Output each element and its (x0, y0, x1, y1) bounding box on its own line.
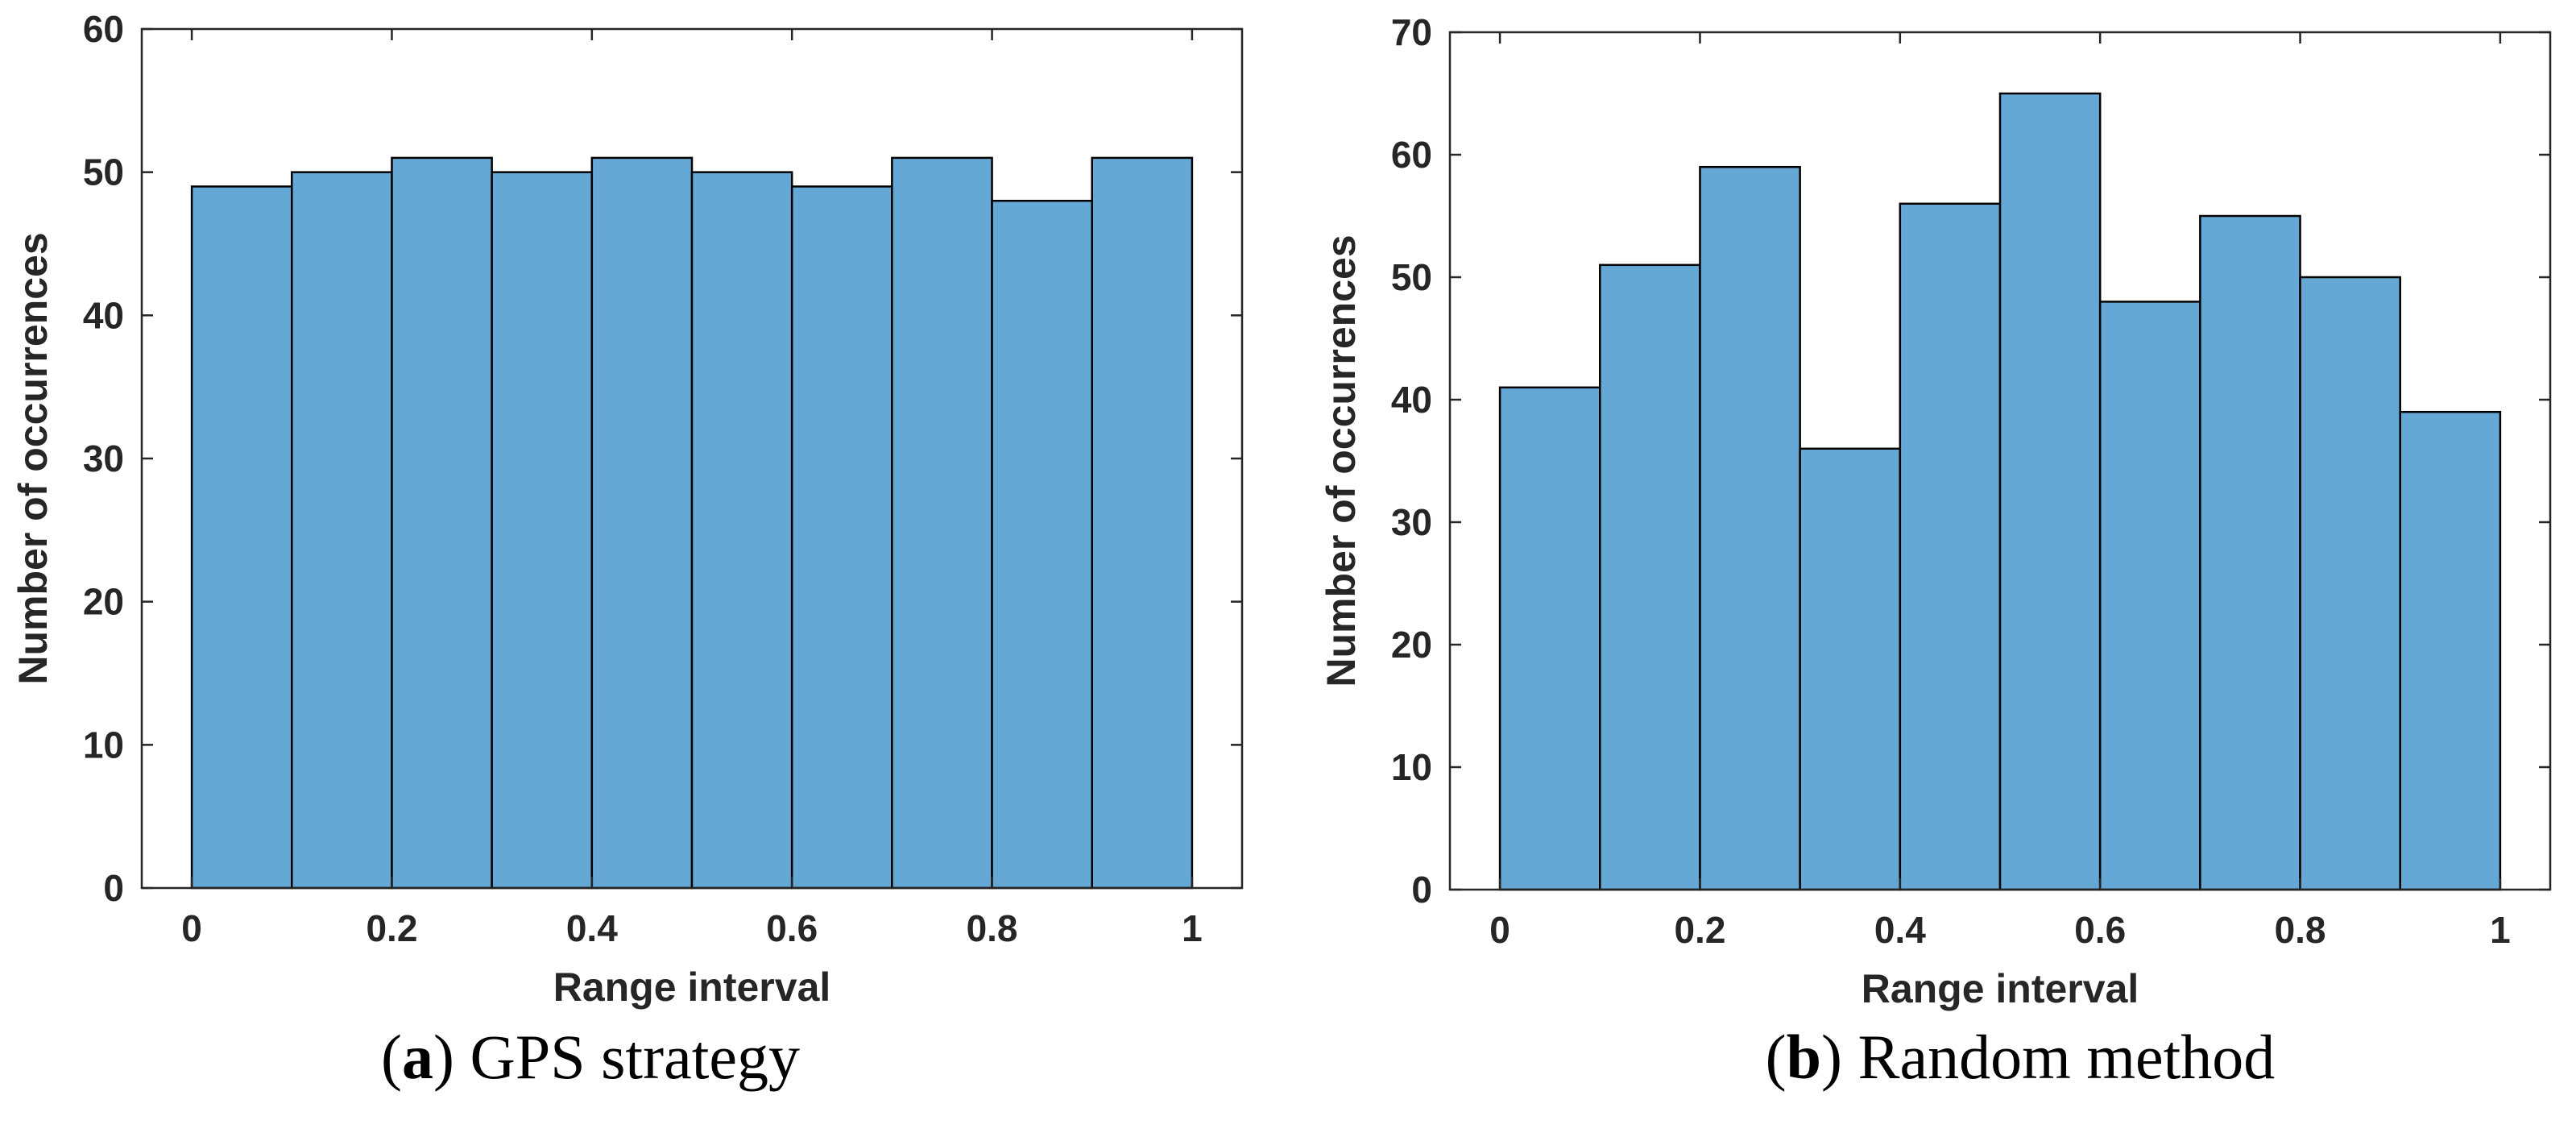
x-tick-label: 0.4 (566, 907, 618, 949)
histogram-bar (991, 199, 1093, 890)
y-tick-label: 40 (1391, 379, 1432, 421)
x-tick-label: 0.6 (766, 907, 818, 949)
caption-paren-open: ( (381, 1022, 402, 1092)
y-axis-label: Number of occurrences (1319, 234, 1364, 687)
caption-paren-open: ( (1766, 1022, 1787, 1092)
y-tick-label: 40 (83, 294, 124, 336)
x-tick-label: 0 (181, 907, 202, 949)
subfigure-caption: (b) Random method (1766, 1022, 2276, 1092)
histogram-bar (190, 185, 293, 890)
x-tick-label: 0.8 (2275, 909, 2326, 951)
histogram-bar (1699, 165, 1801, 891)
y-tick-label: 50 (83, 151, 124, 193)
x-axis-label: Range interval (553, 965, 831, 1010)
x-tick-label: 1 (1182, 907, 1203, 949)
histogram-bar (1091, 156, 1194, 890)
x-axis-label: Range interval (1862, 966, 2139, 1011)
x-tick-label: 0 (1489, 909, 1510, 951)
y-tick-label: 30 (1391, 501, 1432, 543)
histogram-bar (590, 156, 694, 890)
histogram-bar (1899, 202, 2002, 891)
axes-box (1448, 31, 2552, 891)
histogram-bar (491, 171, 594, 890)
x-tick-label: 1 (2490, 909, 2511, 951)
x-tick-label: 0.2 (366, 907, 417, 949)
y-tick-label: 20 (1391, 624, 1432, 666)
histogram-bar (291, 171, 393, 890)
y-tick-label: 60 (83, 8, 124, 50)
y-tick-label: 70 (1391, 11, 1432, 53)
histogram-bar (2399, 410, 2502, 891)
histogram-bar (1599, 264, 1701, 891)
y-tick-label: 20 (83, 581, 124, 623)
histogram-bar (1498, 386, 1601, 891)
histogram-bar (790, 185, 893, 890)
histogram-bar (891, 156, 993, 890)
y-tick-label: 10 (1391, 746, 1432, 788)
y-tick-label: 0 (1411, 869, 1432, 911)
histogram-bar (690, 171, 793, 890)
histogram-bar (1998, 92, 2102, 891)
caption-letter: b (1787, 1022, 1821, 1092)
histogram-bar (391, 156, 493, 890)
x-tick-label: 0.2 (1674, 909, 1725, 951)
y-tick-label: 30 (83, 438, 124, 479)
x-tick-label: 0.8 (967, 907, 1018, 949)
x-tick-label: 0.4 (1874, 909, 1926, 951)
histogram-bar (2299, 276, 2401, 891)
histogram-bar (1799, 447, 1902, 891)
y-tick-label: 60 (1391, 134, 1432, 176)
y-tick-label: 50 (1391, 256, 1432, 298)
caption-text: Random method (1858, 1022, 2276, 1092)
caption-text: GPS strategy (470, 1022, 800, 1092)
y-axis-label: Number of occurrences (10, 232, 56, 684)
histogram-bar (2098, 301, 2201, 891)
caption-paren-close: ) (433, 1022, 470, 1092)
y-tick-label: 10 (83, 724, 124, 766)
y-tick-label: 0 (103, 867, 124, 909)
x-tick-label: 0.6 (2074, 909, 2126, 951)
subfigure-caption: (a) GPS strategy (381, 1022, 800, 1092)
histogram-bar (2199, 214, 2301, 891)
caption-paren-close: ) (1821, 1022, 1857, 1092)
caption-letter: a (402, 1022, 433, 1092)
